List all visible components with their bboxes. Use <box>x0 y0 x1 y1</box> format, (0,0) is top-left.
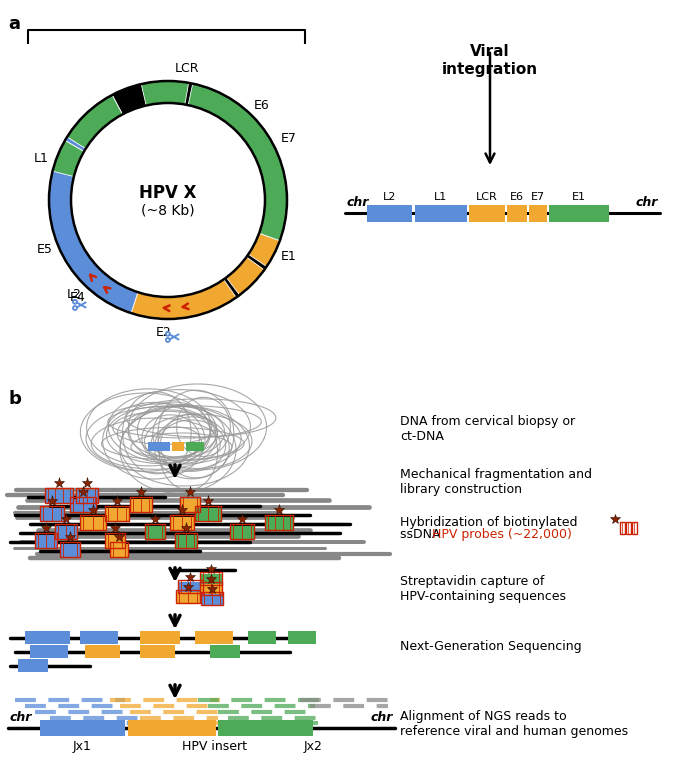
FancyBboxPatch shape <box>180 499 200 512</box>
FancyBboxPatch shape <box>200 584 222 595</box>
Text: chr: chr <box>371 711 393 724</box>
Wedge shape <box>49 81 287 319</box>
Wedge shape <box>226 257 264 295</box>
FancyBboxPatch shape <box>76 490 98 503</box>
Text: Jx1: Jx1 <box>73 740 91 753</box>
Text: E6: E6 <box>254 99 270 112</box>
FancyBboxPatch shape <box>148 442 170 451</box>
FancyBboxPatch shape <box>201 594 223 605</box>
Wedge shape <box>53 141 84 176</box>
FancyBboxPatch shape <box>178 582 203 593</box>
FancyBboxPatch shape <box>55 526 77 539</box>
Text: b: b <box>8 390 21 408</box>
FancyBboxPatch shape <box>248 631 276 644</box>
FancyBboxPatch shape <box>170 517 194 530</box>
Wedge shape <box>188 83 287 241</box>
FancyBboxPatch shape <box>175 535 197 548</box>
Text: L2: L2 <box>383 192 396 202</box>
Text: E4: E4 <box>69 291 85 304</box>
Text: E7: E7 <box>280 132 296 145</box>
FancyBboxPatch shape <box>265 517 293 530</box>
Text: Jx2: Jx2 <box>303 740 323 753</box>
FancyBboxPatch shape <box>218 720 313 736</box>
FancyBboxPatch shape <box>367 205 412 222</box>
Text: LCR: LCR <box>174 62 199 75</box>
Text: E6: E6 <box>510 192 524 202</box>
FancyBboxPatch shape <box>105 508 129 521</box>
Wedge shape <box>65 95 123 151</box>
Text: E5: E5 <box>37 243 53 257</box>
Wedge shape <box>132 280 236 319</box>
Text: chr: chr <box>347 196 369 209</box>
FancyBboxPatch shape <box>288 631 316 644</box>
FancyBboxPatch shape <box>200 574 222 585</box>
Text: E1: E1 <box>281 250 297 263</box>
FancyBboxPatch shape <box>145 526 165 539</box>
Text: HPV X: HPV X <box>139 184 197 202</box>
FancyBboxPatch shape <box>105 535 125 548</box>
Text: DNA from cervical biopsy or
ct-DNA: DNA from cervical biopsy or ct-DNA <box>400 415 575 443</box>
FancyBboxPatch shape <box>469 205 505 222</box>
Text: HPV probes (~22,000): HPV probes (~22,000) <box>432 528 572 541</box>
Text: E2: E2 <box>155 326 171 339</box>
FancyBboxPatch shape <box>230 526 254 539</box>
Text: L1: L1 <box>34 152 49 165</box>
FancyBboxPatch shape <box>80 631 118 644</box>
Text: Alignment of NGS reads to
reference viral and human genomes: Alignment of NGS reads to reference vira… <box>400 710 628 738</box>
Text: integration: integration <box>442 62 538 77</box>
FancyBboxPatch shape <box>40 720 125 736</box>
FancyBboxPatch shape <box>35 535 57 548</box>
FancyBboxPatch shape <box>30 645 68 658</box>
FancyBboxPatch shape <box>128 720 216 736</box>
FancyBboxPatch shape <box>176 592 200 603</box>
Text: E1: E1 <box>572 192 586 202</box>
FancyBboxPatch shape <box>210 645 240 658</box>
Wedge shape <box>49 141 138 313</box>
FancyBboxPatch shape <box>110 544 128 557</box>
Text: (~8 Kb): (~8 Kb) <box>141 203 195 217</box>
FancyBboxPatch shape <box>549 205 609 222</box>
FancyBboxPatch shape <box>140 645 175 658</box>
FancyBboxPatch shape <box>60 544 80 557</box>
FancyBboxPatch shape <box>195 631 233 644</box>
FancyBboxPatch shape <box>529 205 547 222</box>
FancyBboxPatch shape <box>25 631 70 644</box>
Text: L1: L1 <box>434 192 447 202</box>
Text: LCR: LCR <box>476 192 498 202</box>
Text: HPV insert: HPV insert <box>182 740 247 753</box>
Text: Mechanical fragmentation and
library construction: Mechanical fragmentation and library con… <box>400 468 592 496</box>
Text: E7: E7 <box>531 192 545 202</box>
FancyBboxPatch shape <box>195 508 221 521</box>
Wedge shape <box>141 81 188 105</box>
Text: Viral: Viral <box>470 44 510 59</box>
FancyBboxPatch shape <box>70 499 96 512</box>
FancyBboxPatch shape <box>130 499 152 512</box>
Circle shape <box>71 103 265 297</box>
FancyBboxPatch shape <box>85 645 120 658</box>
FancyBboxPatch shape <box>18 659 48 672</box>
FancyBboxPatch shape <box>45 490 73 503</box>
Text: chr: chr <box>636 196 658 209</box>
FancyBboxPatch shape <box>140 631 180 644</box>
Text: L2: L2 <box>66 287 82 300</box>
FancyBboxPatch shape <box>415 205 467 222</box>
Text: a: a <box>8 15 20 33</box>
FancyBboxPatch shape <box>80 517 106 530</box>
Wedge shape <box>249 233 280 267</box>
FancyBboxPatch shape <box>172 442 184 451</box>
Text: Hybridization of biotinylated: Hybridization of biotinylated <box>400 516 577 529</box>
FancyBboxPatch shape <box>507 205 527 222</box>
Text: chr: chr <box>10 711 32 724</box>
FancyBboxPatch shape <box>40 508 64 521</box>
Wedge shape <box>67 95 123 148</box>
Text: ssDNA: ssDNA <box>400 528 445 541</box>
Text: Next-Generation Sequencing: Next-Generation Sequencing <box>400 640 582 653</box>
Text: Streptavidin capture of
HPV-containing sequences: Streptavidin capture of HPV-containing s… <box>400 575 566 603</box>
FancyBboxPatch shape <box>186 442 204 451</box>
